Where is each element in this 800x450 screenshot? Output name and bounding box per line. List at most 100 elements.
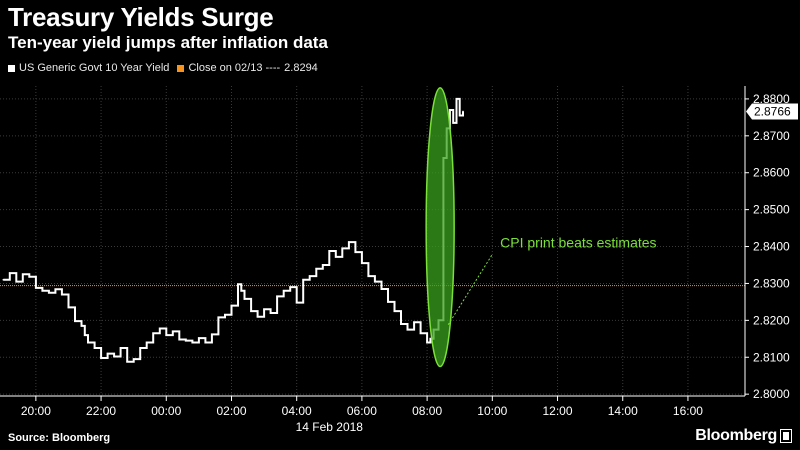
series-point (321, 264, 324, 266)
series-point (158, 327, 161, 330)
y-tick-label: 2.8500 (753, 203, 790, 217)
legend-series-item: US Generic Govt 10 Year Yield (8, 62, 169, 74)
annotation-label: CPI print beats estimates (500, 234, 656, 250)
series-point (198, 337, 200, 339)
x-tick-label: 22:00 (86, 404, 116, 418)
series-point (224, 314, 226, 316)
y-tick-label: 2.8300 (753, 276, 790, 290)
series-point (393, 310, 396, 312)
series-point (152, 332, 155, 335)
series-point (165, 334, 168, 336)
series-point (83, 334, 86, 336)
x-tick-label: 06:00 (347, 404, 377, 418)
brand-name: Bloomberg (695, 427, 777, 444)
series-point (204, 341, 207, 344)
series-point (54, 288, 57, 291)
annotation-highlight-ellipse (425, 87, 455, 368)
series-point (458, 114, 461, 117)
x-axis-date-label: 14 Feb 2018 (296, 420, 364, 434)
brand-logo: Bloomberg (695, 427, 792, 445)
x-tick-label: 02:00 (216, 404, 246, 418)
series-point (93, 347, 96, 349)
series-point (413, 321, 415, 323)
x-tick-label: 12:00 (543, 404, 573, 418)
series-point (237, 283, 239, 285)
last-value-tag: 2.8766 (746, 103, 798, 120)
x-tick-label: 00:00 (151, 404, 181, 418)
series-point (113, 355, 115, 358)
y-tick-label: 2.8400 (753, 240, 790, 254)
series-point (455, 98, 458, 100)
series-point (387, 301, 389, 303)
x-tick-label: 20:00 (21, 404, 51, 418)
series-point (48, 291, 50, 294)
legend-close-label: Close on 02/13 ---- (188, 62, 281, 74)
chart-grid (0, 86, 745, 396)
series-point (462, 110, 464, 113)
brand-square-icon (780, 429, 792, 443)
series-point (41, 290, 44, 292)
series-line (3, 97, 464, 363)
legend-series-label: US Generic Govt 10 Year Yield (19, 62, 170, 74)
last-value-tag-shape (746, 103, 798, 120)
series-point (217, 316, 220, 319)
series-point (172, 330, 174, 333)
legend-close-value: 2.8294 (284, 62, 318, 74)
annotation-leader-line (447, 254, 493, 326)
series-point (87, 341, 89, 344)
y-tick-label: 2.8700 (753, 129, 790, 143)
chart-axes (0, 86, 746, 397)
series-line-group (2, 97, 464, 363)
series-point (250, 310, 252, 312)
series-point (106, 352, 109, 355)
series-point (8, 272, 11, 274)
y-axis-ticks: 2.8000 2.8100 2.8200 2.8300 2.8400 2.8500 2.86… (745, 92, 790, 401)
series-point (354, 251, 357, 253)
y-tick-label: 2.8000 (753, 387, 790, 401)
series-point (119, 347, 122, 349)
series-point (452, 122, 454, 124)
y-tick-label: 2.8800 (753, 92, 790, 106)
x-tick-label: 08:00 (412, 404, 442, 418)
series-point (302, 278, 305, 281)
series-point (419, 332, 422, 335)
series-point (80, 325, 83, 327)
series-point (178, 338, 181, 341)
series-point (22, 273, 24, 276)
series-point (295, 301, 298, 304)
series-point (145, 341, 148, 344)
legend-close-swatch (177, 64, 185, 72)
legend-series-swatch (8, 64, 15, 72)
series-point (282, 290, 285, 292)
x-tick-label: 10:00 (477, 404, 507, 418)
series-point (315, 267, 318, 270)
series-point (185, 339, 187, 342)
last-value-label: 2.8766 (754, 104, 791, 118)
source-note: Source: Bloomberg (8, 432, 111, 444)
series-point (100, 357, 102, 359)
series-point (243, 298, 246, 300)
chart-title: Treasury Yields Surge (8, 2, 274, 32)
series-point (276, 295, 278, 298)
series-point (35, 287, 37, 289)
series-point (429, 337, 432, 340)
y-tick-label: 2.8100 (753, 350, 790, 364)
legend-close-item: Close on 02/13 ---- 2.8294 (177, 62, 318, 74)
series-point (361, 262, 363, 264)
yield-line-chart: 2.8000 2.8100 2.8200 2.8300 2.8400 2.8500 2.86… (0, 86, 798, 434)
series-point (367, 275, 370, 277)
series-point (400, 323, 402, 325)
legend: US Generic Govt 10 Year Yield Close on 0… (8, 62, 326, 74)
series-point (230, 304, 233, 307)
series-point (380, 288, 383, 290)
series-point (341, 247, 344, 250)
series-point (308, 275, 311, 277)
series-point (289, 286, 291, 288)
series-point (139, 347, 141, 349)
series-point (335, 256, 337, 258)
x-tick-label: 16:00 (673, 404, 703, 418)
series-point (61, 293, 63, 296)
series-point (449, 109, 451, 111)
series-point (240, 290, 243, 292)
series-point (374, 280, 376, 283)
